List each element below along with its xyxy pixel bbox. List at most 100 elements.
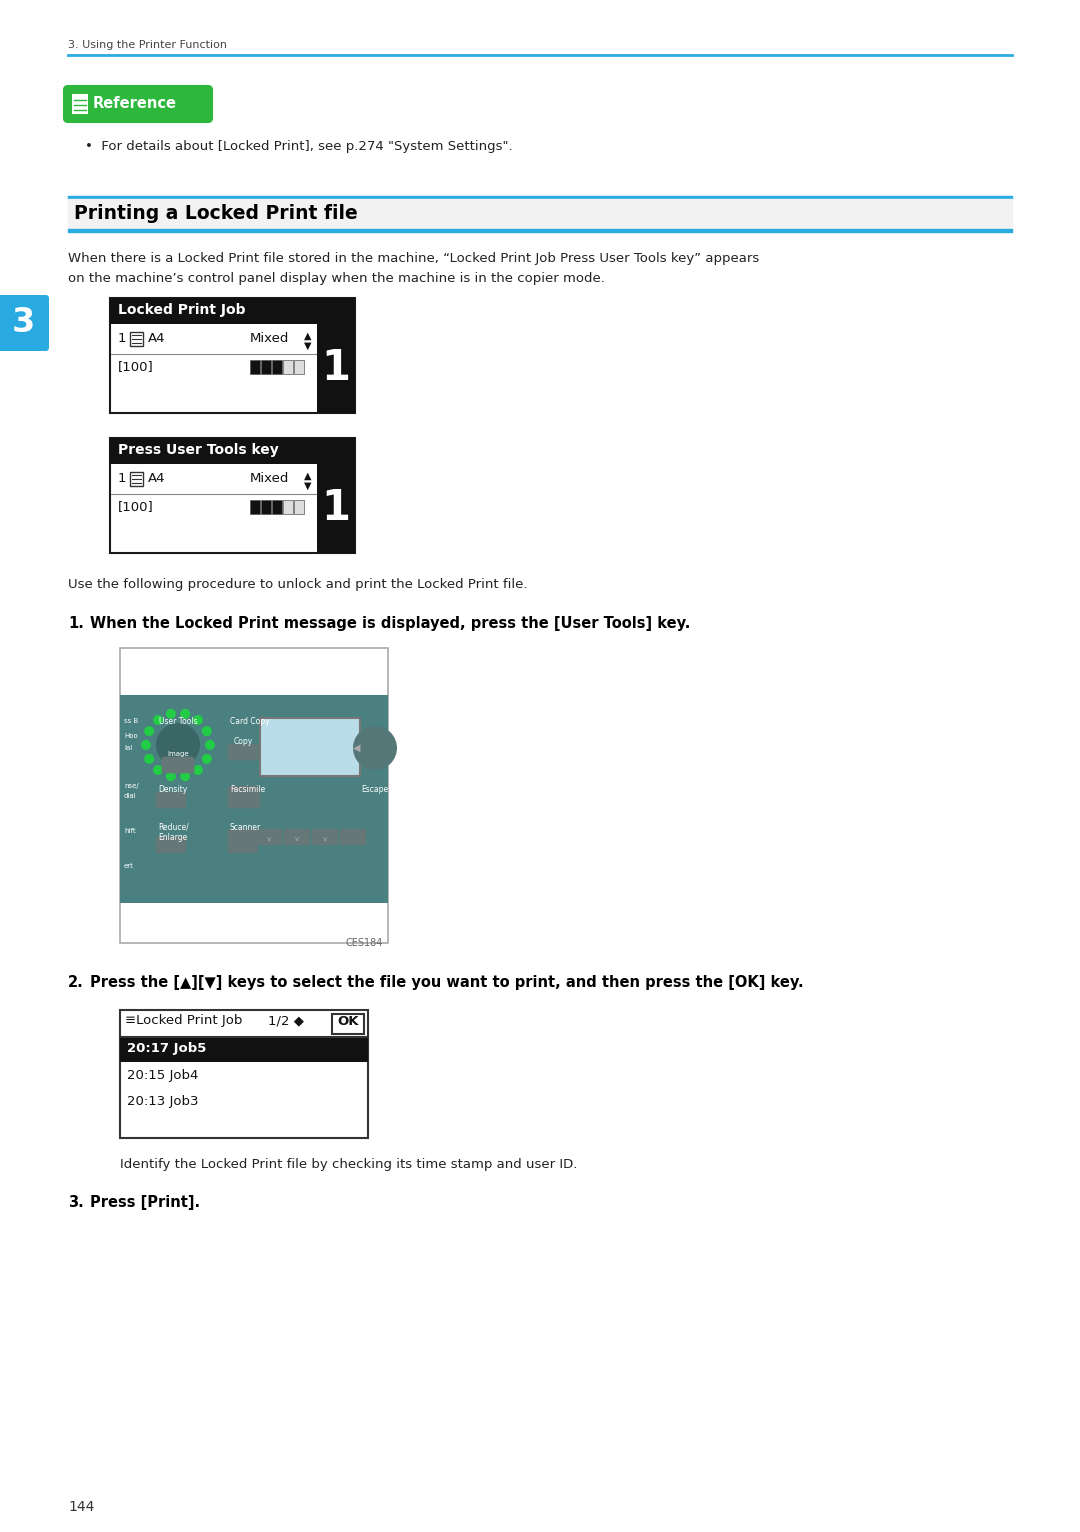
Text: ▲: ▲ bbox=[305, 470, 312, 481]
Bar bbox=[120, 648, 388, 944]
FancyBboxPatch shape bbox=[162, 757, 194, 774]
FancyBboxPatch shape bbox=[64, 86, 212, 123]
Text: 20:13 Job3: 20:13 Job3 bbox=[127, 1095, 199, 1108]
Bar bbox=[260, 719, 360, 777]
Bar bbox=[120, 1010, 368, 1138]
Bar bbox=[120, 1037, 368, 1062]
FancyBboxPatch shape bbox=[284, 829, 310, 846]
Text: nse/: nse/ bbox=[124, 783, 138, 789]
Bar bbox=[332, 1014, 364, 1034]
Text: 3: 3 bbox=[12, 306, 35, 340]
Bar bbox=[110, 299, 355, 414]
Circle shape bbox=[156, 723, 200, 768]
Text: ▼: ▼ bbox=[305, 481, 312, 490]
Circle shape bbox=[153, 764, 163, 775]
Text: CES184: CES184 bbox=[346, 938, 383, 948]
Circle shape bbox=[153, 715, 163, 725]
FancyBboxPatch shape bbox=[340, 829, 366, 846]
Text: v: v bbox=[295, 836, 299, 843]
Bar bbox=[294, 360, 303, 374]
FancyBboxPatch shape bbox=[228, 829, 258, 853]
Text: Facsimile: Facsimile bbox=[230, 784, 266, 794]
Bar bbox=[110, 438, 355, 553]
Bar bbox=[110, 299, 355, 323]
Text: hift: hift bbox=[124, 827, 136, 833]
Text: Card Copy: Card Copy bbox=[230, 717, 270, 726]
Text: 1: 1 bbox=[118, 472, 126, 486]
Text: ≡Locked Print Job: ≡Locked Print Job bbox=[125, 1014, 242, 1026]
Text: 20:15 Job4: 20:15 Job4 bbox=[127, 1069, 199, 1082]
Text: Reference: Reference bbox=[93, 97, 177, 110]
Text: Copy: Copy bbox=[234, 737, 253, 746]
Text: ert: ert bbox=[124, 863, 134, 869]
Text: v: v bbox=[267, 836, 271, 843]
Text: ss B: ss B bbox=[124, 719, 138, 725]
Text: 1/2 ◆: 1/2 ◆ bbox=[268, 1014, 303, 1026]
Text: Escape: Escape bbox=[362, 784, 389, 794]
Text: Enlarge: Enlarge bbox=[158, 833, 187, 843]
Text: Press User Tools key: Press User Tools key bbox=[118, 443, 279, 457]
Circle shape bbox=[141, 740, 151, 751]
Text: 144: 144 bbox=[68, 1500, 94, 1514]
Text: When the Locked Print message is displayed, press the [User Tools] key.: When the Locked Print message is display… bbox=[90, 616, 690, 631]
Text: ▲: ▲ bbox=[305, 331, 312, 342]
Circle shape bbox=[205, 740, 215, 751]
Bar bbox=[249, 360, 260, 374]
Circle shape bbox=[166, 709, 176, 719]
Text: [100]: [100] bbox=[118, 360, 153, 372]
Text: [100]: [100] bbox=[118, 499, 153, 513]
Bar bbox=[130, 332, 143, 346]
Text: dial: dial bbox=[124, 794, 137, 800]
Text: A4: A4 bbox=[148, 332, 165, 345]
Text: A4: A4 bbox=[148, 472, 165, 486]
Text: v: v bbox=[323, 836, 327, 843]
Text: on the machine’s control panel display when the machine is in the copier mode.: on the machine’s control panel display w… bbox=[68, 273, 605, 285]
Text: 1: 1 bbox=[322, 348, 351, 389]
Text: ◀: ◀ bbox=[353, 743, 361, 754]
Text: 1.: 1. bbox=[68, 616, 84, 631]
Text: Identify the Locked Print file by checking its time stamp and user ID.: Identify the Locked Print file by checki… bbox=[120, 1158, 578, 1170]
Circle shape bbox=[193, 764, 203, 775]
Bar bbox=[294, 499, 303, 515]
Circle shape bbox=[193, 715, 203, 725]
Circle shape bbox=[144, 726, 154, 735]
Text: 3.: 3. bbox=[68, 1195, 84, 1210]
Text: 1: 1 bbox=[322, 487, 351, 530]
Bar bbox=[261, 499, 271, 515]
Circle shape bbox=[202, 754, 212, 764]
Text: •  For details about [Locked Print], see p.274 "System Settings".: • For details about [Locked Print], see … bbox=[85, 139, 513, 153]
Text: Mixed: Mixed bbox=[249, 472, 289, 486]
Text: Scanner: Scanner bbox=[230, 823, 261, 832]
Bar bbox=[318, 323, 355, 414]
Text: User Tools: User Tools bbox=[159, 717, 198, 726]
Text: 20:17 Job5: 20:17 Job5 bbox=[127, 1042, 206, 1056]
Text: Reduce/: Reduce/ bbox=[158, 823, 189, 832]
Text: Hoo: Hoo bbox=[124, 732, 138, 738]
Bar bbox=[120, 703, 388, 902]
Bar bbox=[110, 438, 355, 464]
Text: Press the [▲][▼] keys to select the file you want to print, and then press the [: Press the [▲][▼] keys to select the file… bbox=[90, 974, 804, 990]
Text: 3. Using the Printer Function: 3. Using the Printer Function bbox=[68, 40, 227, 51]
FancyBboxPatch shape bbox=[256, 829, 282, 846]
Bar bbox=[283, 360, 293, 374]
Bar bbox=[272, 499, 282, 515]
FancyBboxPatch shape bbox=[312, 829, 338, 846]
Bar bbox=[130, 472, 143, 486]
Circle shape bbox=[202, 726, 212, 735]
Bar bbox=[283, 499, 293, 515]
FancyBboxPatch shape bbox=[156, 836, 186, 853]
Circle shape bbox=[180, 771, 190, 781]
Text: Mixed: Mixed bbox=[249, 332, 289, 345]
Bar bbox=[120, 696, 388, 703]
Circle shape bbox=[353, 726, 397, 771]
Text: When there is a Locked Print file stored in the machine, “Locked Print Job Press: When there is a Locked Print file stored… bbox=[68, 251, 759, 265]
Bar bbox=[249, 499, 260, 515]
Text: 2.: 2. bbox=[68, 974, 84, 990]
Text: ▼: ▼ bbox=[305, 342, 312, 351]
FancyBboxPatch shape bbox=[228, 786, 260, 807]
Bar bbox=[261, 360, 271, 374]
Circle shape bbox=[180, 709, 190, 719]
Text: lal: lal bbox=[124, 745, 132, 751]
FancyBboxPatch shape bbox=[156, 792, 186, 807]
FancyBboxPatch shape bbox=[228, 745, 258, 760]
